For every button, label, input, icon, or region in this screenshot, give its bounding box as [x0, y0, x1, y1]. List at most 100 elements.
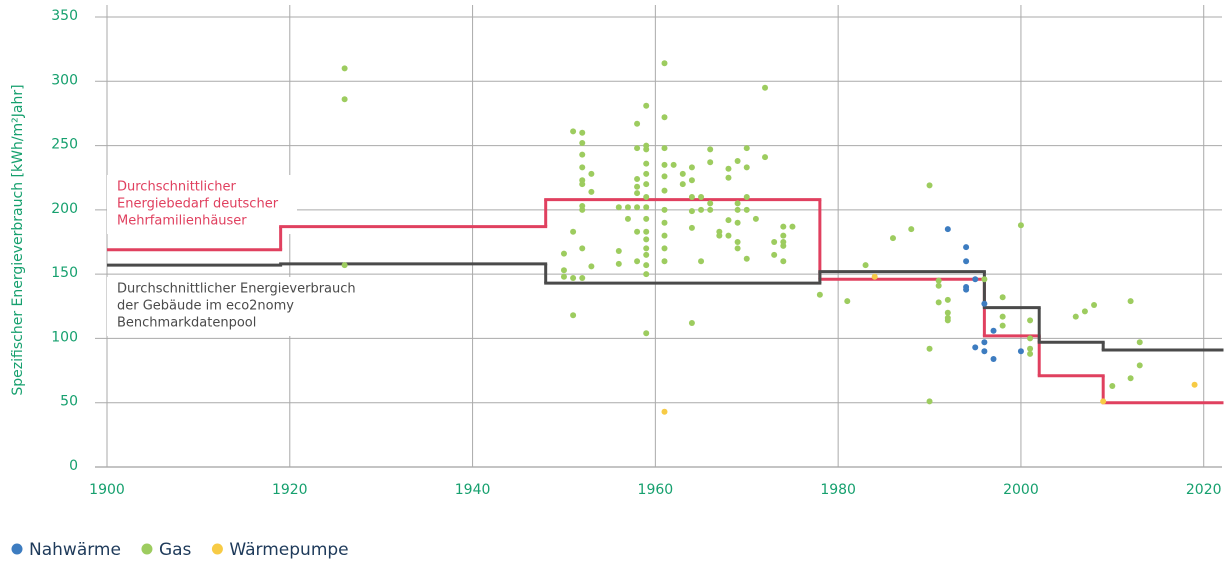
- point: [1127, 375, 1134, 382]
- point: [963, 258, 970, 265]
- point: [926, 182, 933, 189]
- x-tick-label: 2000: [1003, 482, 1039, 498]
- x-tick-label: 1920: [272, 482, 308, 498]
- point: [634, 258, 641, 265]
- point: [926, 345, 933, 352]
- point: [1017, 348, 1024, 355]
- point: [944, 309, 951, 316]
- point: [643, 330, 650, 337]
- y-tick-label: 0: [69, 458, 78, 474]
- annotation: der Gebäude im eco2nomy: [117, 299, 294, 314]
- x-tick-label: 1900: [89, 482, 125, 498]
- y-tick-label: 150: [51, 265, 78, 281]
- point: [634, 183, 641, 190]
- y-tick-label: 100: [51, 329, 78, 345]
- point: [670, 161, 677, 168]
- point: [743, 194, 750, 200]
- legend-marker: [11, 543, 23, 555]
- point: [862, 262, 869, 269]
- point: [1127, 298, 1134, 305]
- point: [588, 188, 595, 195]
- point: [688, 194, 695, 200]
- point: [679, 181, 686, 188]
- point: [341, 96, 348, 103]
- point: [944, 296, 951, 303]
- x-tick-label: 1980: [820, 482, 856, 498]
- point: [698, 206, 705, 213]
- y-tick-label: 200: [51, 201, 78, 217]
- point: [661, 232, 668, 239]
- point: [643, 194, 650, 200]
- point: [579, 164, 586, 171]
- point: [771, 239, 778, 245]
- point: [707, 200, 714, 207]
- point: [661, 173, 668, 180]
- point: [661, 145, 668, 152]
- point: [634, 145, 641, 152]
- point: [634, 190, 641, 197]
- point: [1081, 308, 1088, 315]
- point: [570, 228, 577, 235]
- point: [972, 276, 979, 283]
- point: [1091, 302, 1098, 308]
- point: [643, 236, 650, 243]
- point: [999, 322, 1006, 329]
- point: [780, 232, 787, 239]
- y-tick-label: 50: [60, 394, 78, 410]
- point: [734, 158, 741, 164]
- point: [944, 317, 951, 324]
- point: [643, 262, 650, 269]
- point: [743, 164, 750, 171]
- point: [643, 251, 650, 258]
- point: [643, 245, 650, 252]
- point: [579, 151, 586, 158]
- point: [643, 146, 650, 153]
- point: [1017, 222, 1024, 229]
- point: [570, 312, 577, 319]
- point: [1027, 345, 1034, 352]
- point: [990, 327, 997, 334]
- point: [981, 339, 988, 346]
- point: [944, 226, 951, 233]
- point: [688, 224, 695, 231]
- point: [707, 146, 714, 153]
- legend-marker: [211, 543, 223, 555]
- y-tick-label: 300: [51, 72, 78, 88]
- point: [1191, 381, 1198, 388]
- point: [743, 145, 750, 152]
- point: [762, 154, 769, 161]
- point: [1136, 339, 1143, 346]
- point: [688, 177, 695, 184]
- point: [935, 277, 942, 284]
- point: [981, 276, 988, 283]
- point: [643, 170, 650, 177]
- point: [341, 262, 348, 269]
- point: [579, 129, 586, 136]
- point: [981, 300, 988, 307]
- point: [643, 228, 650, 235]
- point: [1100, 398, 1107, 405]
- point: [560, 273, 567, 280]
- point: [661, 206, 668, 213]
- point: [1136, 362, 1143, 369]
- point: [634, 228, 641, 235]
- point: [963, 286, 970, 293]
- point: [707, 159, 714, 166]
- point: [725, 174, 732, 181]
- legend-label: Gas: [159, 540, 192, 560]
- point: [643, 102, 650, 109]
- point: [688, 320, 695, 326]
- legend-label: Wärmepumpe: [229, 540, 348, 560]
- point: [762, 84, 769, 91]
- point: [889, 235, 896, 242]
- point: [579, 140, 586, 146]
- point: [1072, 313, 1079, 320]
- point: [716, 232, 723, 239]
- point: [615, 260, 622, 267]
- point: [615, 248, 622, 254]
- point: [661, 161, 668, 168]
- point: [725, 217, 732, 224]
- point: [341, 65, 348, 72]
- point: [560, 267, 567, 274]
